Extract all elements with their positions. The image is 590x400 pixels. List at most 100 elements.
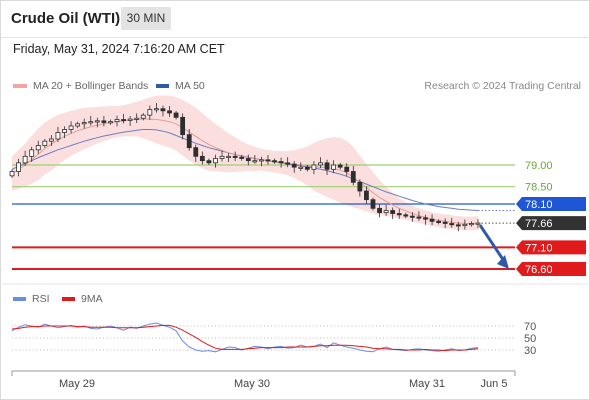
candle-down (364, 190, 369, 201)
pivot-tag-78.10 (516, 197, 586, 211)
legend-ma50-label: MA 50 (175, 80, 205, 92)
candle-up (29, 149, 35, 157)
candle-down (403, 214, 409, 217)
candle-up (140, 114, 146, 119)
candle-up (153, 108, 159, 111)
candle-up (318, 162, 323, 166)
candle-up (75, 123, 81, 127)
candle-up (48, 138, 54, 142)
candle-down (337, 164, 343, 168)
candle-down (324, 162, 330, 170)
pivot-tag-text-78.10: 78.10 (525, 199, 553, 211)
legend-ma20: MA 20 + Bollinger Bands (13, 80, 148, 92)
rsi-ma-line (11, 324, 479, 352)
candle-up (226, 155, 231, 158)
instrument-title: Crude Oil (WTI) (11, 10, 121, 27)
candle-up (35, 145, 41, 151)
candle-down (455, 224, 461, 227)
candle-down (304, 166, 310, 170)
candle-up (16, 162, 21, 172)
legend-rsi: RSI (13, 293, 50, 305)
legend-rsi-label: RSI (32, 293, 50, 305)
candle-up (88, 121, 94, 124)
candle-down (186, 134, 192, 149)
candle-up (22, 155, 28, 164)
x-tick-label: May 29 (59, 378, 95, 390)
candle-up (462, 223, 468, 227)
candle-down (206, 160, 212, 164)
candle-down (173, 112, 179, 118)
resistance-label-79.00: 79.00 (525, 160, 553, 172)
ma20-swatch (13, 84, 27, 89)
legend-ma20-label: MA 20 + Bollinger Bands (33, 80, 149, 92)
candle-down (409, 215, 415, 218)
candle-down (160, 108, 166, 112)
candle-up (252, 160, 258, 163)
support-tag-76.60 (516, 262, 586, 276)
candle-up (81, 122, 87, 125)
candle-up (127, 118, 133, 121)
candle-up (42, 140, 48, 146)
candle-down (245, 158, 251, 162)
candle-down (239, 156, 245, 159)
candle-down (449, 223, 455, 226)
legend-ma50: MA 50 (156, 80, 205, 92)
x-tick-label: Jun 5 (481, 378, 508, 390)
candle-down (350, 171, 356, 183)
candle-up (94, 120, 100, 123)
candle-up (134, 117, 140, 120)
candle-up (55, 132, 61, 140)
candle-down (344, 166, 350, 172)
rsi-level-label-70: 70 (524, 321, 536, 333)
candle-up (259, 159, 264, 162)
candle-up (298, 166, 304, 169)
x-tick-label: May 31 (409, 378, 445, 390)
forecast-arrow-shaft (478, 224, 508, 265)
candle-down (423, 217, 428, 220)
candle-down (121, 119, 126, 122)
candle-down (272, 160, 277, 163)
candle-up (219, 155, 225, 159)
candle-up (475, 222, 481, 225)
candles-group (9, 103, 481, 232)
candle-down (357, 181, 363, 192)
candle-up (108, 121, 113, 124)
candle-down (101, 120, 107, 123)
legend-9ma-label: 9MA (81, 293, 103, 305)
support-tag-text-76.60: 76.60 (525, 264, 553, 276)
candle-down (429, 218, 435, 222)
ma50-swatch (156, 84, 169, 89)
support-tag-77.10 (516, 240, 586, 255)
candle-up (383, 210, 389, 214)
timeframe-button[interactable]: 30 MIN (121, 7, 171, 30)
candle-up (331, 164, 337, 170)
ma20-line (11, 118, 479, 224)
candle-up (62, 129, 67, 133)
support-tag-text-77.10: 77.10 (525, 242, 553, 254)
resistance-label-78.50: 78.50 (525, 182, 553, 194)
candle-up (147, 109, 153, 116)
candle-down (291, 163, 297, 168)
candle-down (390, 210, 396, 214)
forecast-arrow-head (497, 255, 509, 269)
bollinger-band (12, 95, 478, 231)
candle-down (442, 221, 448, 224)
x-tick-label: May 30 (234, 378, 270, 390)
rsi-swatch (13, 297, 26, 302)
rsi-level-label-30: 30 (524, 345, 536, 357)
candle-down (180, 116, 186, 136)
candle-up (469, 223, 474, 226)
datetime-label: Friday, May 31, 2024 7:16:20 AM CET (13, 42, 225, 56)
candle-down (377, 207, 382, 214)
candle-up (311, 164, 317, 170)
candle-down (416, 216, 422, 219)
header-bar: Crude Oil (WTI) 30 MIN (0, 0, 590, 38)
legend-9ma: 9MA (62, 293, 103, 305)
candle-down (436, 220, 442, 223)
candle-up (114, 119, 120, 123)
candle-up (68, 125, 74, 130)
candle-down (265, 159, 271, 162)
candle-down (285, 162, 291, 165)
candle-up (9, 171, 15, 177)
